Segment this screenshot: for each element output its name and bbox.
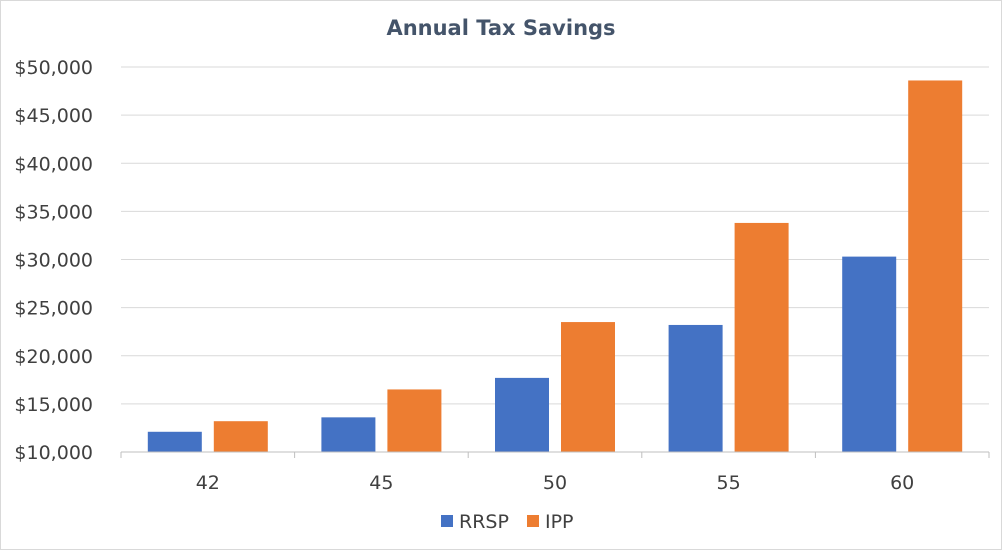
legend-label-rrsp: RRSP [459,511,509,533]
bar-rrsp-42 [147,431,202,452]
bar-ipp-55 [734,222,789,452]
y-tick-label: $35,000 [14,201,93,223]
bars [147,80,963,452]
gridlines [121,66,989,405]
y-axis-ticks: $10,000 $15,000 $20,000 $25,000 $30,000 $35,0… [14,57,93,464]
x-axis: 42 45 50 55 60 [120,451,990,494]
y-tick-label: $25,000 [14,298,93,320]
legend-swatch-ipp [527,515,539,527]
bar-rrsp-45 [321,417,376,452]
bar-ipp-42 [213,421,268,452]
chart-title: Annual Tax Savings [386,16,615,40]
bar-rrsp-60 [842,256,897,452]
x-tick-label: 60 [890,472,914,494]
y-tick-label: $30,000 [14,250,93,272]
bar-ipp-50 [561,322,615,452]
y-tick-label: $20,000 [14,346,93,368]
bar-rrsp-55 [668,324,723,452]
x-tick-label: 42 [196,472,220,494]
legend: RRSP IPP [441,511,574,533]
y-tick-label: $40,000 [14,153,93,175]
y-tick-label: $45,000 [14,105,93,127]
x-tick-label: 45 [369,472,393,494]
x-tick-label: 50 [543,472,567,494]
bar-ipp-45 [387,389,442,452]
y-tick-label: $50,000 [14,57,93,79]
bar-rrsp-50 [495,377,549,452]
x-tick-label: 55 [717,472,741,494]
y-tick-label: $10,000 [14,442,93,464]
y-tick-label: $15,000 [14,394,93,416]
legend-swatch-rrsp [441,515,453,527]
legend-label-ipp: IPP [545,511,574,533]
bar-ipp-60 [908,80,963,452]
